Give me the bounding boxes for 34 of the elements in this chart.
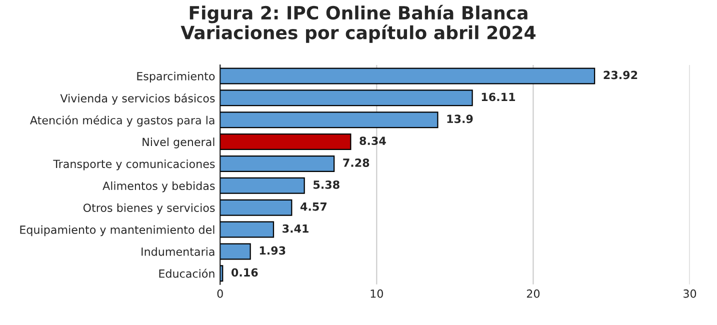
y-tick-label: Educación	[159, 268, 214, 278]
data-label: 7.28	[343, 158, 370, 167]
bar	[220, 134, 352, 150]
y-tick-label: Vivienda y servicios básicos	[60, 93, 215, 105]
bar	[220, 68, 596, 84]
data-label: 0.16	[231, 268, 258, 277]
bar	[220, 155, 335, 172]
data-label: 23.92	[604, 70, 638, 80]
data-label: 5.38	[314, 180, 340, 189]
data-label: 16.11	[482, 92, 516, 102]
bar	[220, 90, 473, 106]
data-label: 4.57	[300, 202, 327, 211]
y-tick-label: Alimentos y bebidas	[102, 181, 215, 192]
y-tick-label: Atención médica y gastos para la	[30, 115, 214, 127]
x-tick-label: 10	[370, 289, 383, 298]
bar	[220, 199, 292, 216]
y-tick-label: Transporte y comunicaciones	[53, 159, 215, 170]
chart-title: Figura 2: IPC Online Bahía Blanca Variaciones por capítulo abril 2024	[180, 4, 536, 43]
x-tick-label: 0	[217, 289, 223, 298]
y-tick-label: Equipamiento y mantenimiento del	[20, 225, 214, 236]
bar	[220, 177, 305, 194]
x-tick-label: 30	[684, 289, 696, 298]
x-tick-label: 20	[526, 289, 540, 298]
bar	[220, 243, 251, 260]
y-tick-label: Otros bienes y servicios	[83, 203, 215, 214]
bar	[220, 112, 438, 128]
y-tick-label: Nivel general	[142, 138, 214, 148]
data-label: 13.9	[447, 114, 473, 124]
data-label: 8.34	[360, 136, 386, 146]
y-tick-label: Indumentaria	[142, 247, 214, 256]
data-label: 1.93	[260, 246, 286, 255]
bar	[220, 221, 274, 238]
data-label: 3.41	[282, 224, 308, 233]
y-tick-label: Esparcimiento	[137, 72, 215, 82]
